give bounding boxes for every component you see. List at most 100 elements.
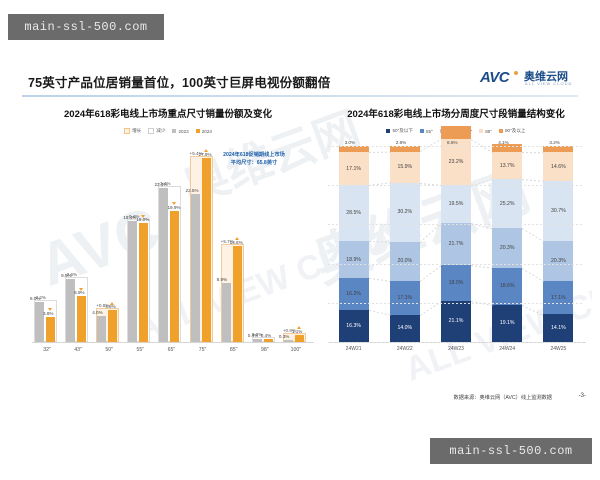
stack-segment-label: 15.9%	[397, 164, 413, 171]
legend-swatch-icon	[124, 128, 131, 134]
bar-x-tick-label: 75"	[198, 347, 207, 353]
stack-segment[interactable]: 21.7%	[441, 222, 471, 266]
stack-segment[interactable]: 30.2%	[389, 182, 420, 242]
stacked-bar[interactable]: 19.1% 18.6% 20.3% 25.2% 13.7% 4.1%4.1%	[492, 140, 523, 342]
bar-2023[interactable]	[221, 283, 231, 342]
bar-2023[interactable]	[159, 188, 169, 342]
bar-2024[interactable]	[263, 339, 273, 342]
bar-2023[interactable]	[252, 339, 262, 342]
stack-x-tick-label: 24W22	[396, 346, 413, 352]
legend-item[interactable]: 85"	[479, 129, 492, 134]
legend-item[interactable]: 2024	[195, 128, 212, 134]
bar-group[interactable]: 4.0% 4.8% +0.8%	[92, 144, 122, 342]
stacked-bar[interactable]: 14.1% 17.1% 20.3% 30.7% 14.6% 3.2%3.2%	[543, 140, 574, 342]
legend-swatch-icon	[195, 129, 200, 133]
gridline	[328, 185, 584, 187]
stack-segment[interactable]: 30.7%	[543, 180, 574, 242]
stack-segment[interactable]: 14.6%	[543, 152, 574, 181]
bar-value-label-2023: 8.9%	[216, 277, 228, 283]
legend-item[interactable]: 90"及以上	[499, 128, 526, 134]
bar-2024[interactable]	[108, 310, 118, 342]
stack-segment[interactable]: 2.8%	[389, 146, 420, 152]
bar-2024[interactable]	[232, 245, 242, 342]
stack-segment[interactable]: 28.5%	[338, 185, 369, 242]
stack-segment[interactable]: 20.3%	[492, 228, 523, 269]
stacked-bar[interactable]: 21.1% 18.0% 21.7% 19.5% 23.2% 6.5%6.5%	[441, 126, 471, 342]
bar-group[interactable]: 23.3% 19.9% -3.4%	[154, 144, 184, 342]
stack-segment[interactable]: 3.2%	[543, 146, 574, 153]
legend-label: 90"及以上	[505, 128, 526, 133]
legend-label: 2024	[201, 128, 212, 134]
stack-segment[interactable]: 14.1%	[543, 314, 574, 342]
stacked-bar[interactable]: 16.3% 16.2% 18.9% 28.5% 17.1% 3.0%3.0%	[338, 140, 369, 342]
slide-canvas: AVC ALL VIEW CLOUD 奥维云网 ALL VIEW CLOUD 奥…	[8, 62, 592, 410]
bar-2024[interactable]	[170, 210, 180, 342]
legend-item[interactable]: 减少	[148, 128, 165, 134]
bar-2024[interactable]	[294, 334, 304, 342]
bar-value-label-2023: 6.0%	[30, 296, 41, 302]
change-marker-icon	[110, 301, 115, 305]
stack-segment[interactable]: 18.0%	[441, 265, 471, 301]
stack-segment[interactable]: 20.3%	[543, 241, 574, 281]
legend-item[interactable]: 50"及以下	[386, 128, 413, 134]
stack-segment[interactable]: 16.3%	[338, 310, 369, 342]
stack-segment[interactable]: 19.1%	[492, 304, 523, 342]
change-marker-icon	[234, 237, 239, 241]
stack-segment[interactable]: 17.1%	[338, 151, 369, 186]
stack-segment[interactable]: 17.1%	[543, 280, 574, 315]
bar-2024[interactable]	[139, 223, 149, 342]
stack-segment-label: 30.2%	[397, 209, 413, 216]
stack-segment[interactable]: 19.5%	[441, 184, 471, 223]
legend-item[interactable]: 55"	[420, 129, 433, 134]
stack-segment[interactable]: 14.0%	[389, 314, 420, 342]
stacked-bar[interactable]: 14.0% 17.1% 20.0% 30.2% 15.9% 2.8%2.8%	[389, 140, 420, 342]
bar-value-label-2024: 27.9%	[198, 151, 212, 157]
stack-segment[interactable]: 3.0%	[338, 146, 369, 152]
bar-2024[interactable]	[201, 157, 211, 342]
legend-item[interactable]: 2023	[172, 129, 189, 134]
stack-segment[interactable]: 6.5%	[441, 126, 471, 140]
bar-group[interactable]: 0.4% 0.4% 0.0%	[248, 144, 278, 342]
bar-x-tick-label: 32"	[43, 347, 51, 353]
bar-2023[interactable]	[97, 315, 107, 342]
stack-segment[interactable]: 13.7%	[492, 152, 523, 179]
bar-2023[interactable]	[190, 193, 200, 342]
bar-group[interactable]: 6.0% 3.8% -2.2%	[30, 144, 60, 342]
left-chart-legend: 增长 减少 2023 2024	[18, 128, 318, 134]
delta-label: 0.0%	[251, 332, 263, 338]
stack-segment-label: 16.3%	[346, 323, 361, 330]
stack-segment[interactable]: 25.2%	[492, 178, 523, 229]
legend-label: 增长	[132, 128, 142, 133]
stack-segment[interactable]: 15.9%	[389, 151, 420, 183]
bar-group[interactable]: 22.5% 27.9% +5.4%	[186, 144, 216, 342]
envelope-bar	[251, 337, 275, 342]
bar-2024[interactable]	[77, 296, 87, 342]
stack-segment[interactable]: 17.1%	[389, 281, 420, 315]
bar-value-label-2024: 6.9%	[74, 290, 85, 296]
bar-value-label-2023: 18.4%	[123, 214, 137, 220]
bar-group[interactable]: 8.9% 14.6% +5.7%	[217, 144, 247, 342]
bar-x-tick-label: 100"	[290, 347, 302, 353]
stack-top-label: 6.5%	[447, 140, 458, 145]
bar-group[interactable]: 18.4% 18.0% -0.4%	[123, 144, 153, 342]
bar-2023[interactable]	[128, 220, 138, 342]
page-title: 75英寸产品位居销量首位，100英寸巨屏电视份额翻倍	[28, 76, 331, 90]
stack-segment[interactable]: 21.1%	[441, 300, 471, 342]
bar-group[interactable]: 9.5% 6.9% -2.6%	[61, 144, 91, 342]
bar-2023[interactable]	[66, 279, 76, 342]
bar-2023[interactable]	[35, 302, 44, 342]
stack-segment[interactable]: 20.0%	[389, 241, 420, 282]
bar-value-label-2023: 4.0%	[92, 309, 103, 315]
bar-group[interactable]: 0.3% 1.1% +0.8%	[279, 144, 309, 342]
stacked-bar-chart: 16.3% 16.2% 18.9% 28.5% 17.1% 3.0%3.0% 14.0% 17…	[320, 126, 592, 368]
bar-2023[interactable]	[283, 340, 293, 342]
delta-label: +5.7%	[220, 238, 234, 244]
stack-segment[interactable]: 18.9%	[338, 241, 369, 279]
bar-value-label-2024: 1.1%	[291, 328, 303, 334]
stack-segment[interactable]: 16.2%	[338, 278, 369, 311]
stack-x-tick-label: 24W24	[499, 346, 516, 352]
stack-segment[interactable]: 18.6%	[492, 268, 523, 305]
stack-segment[interactable]: 4.1%	[492, 144, 523, 153]
legend-item[interactable]: 增长	[124, 128, 141, 134]
bar-2024[interactable]	[46, 316, 55, 342]
